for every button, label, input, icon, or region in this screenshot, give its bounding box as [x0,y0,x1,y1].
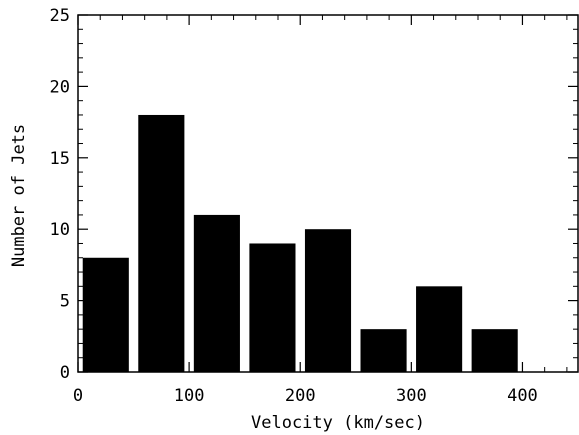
x-tick-label: 100 [174,386,205,406]
bar-5 [360,329,407,372]
y-axis-label: Number of Jets [9,124,29,267]
bar-1 [138,114,185,373]
bar-6 [416,286,463,372]
bar-0 [82,257,129,372]
y-tick-label: 20 [50,77,70,97]
x-axis-label: Velocity (km/sec) [251,413,425,433]
tick-labels-group: 0 100 200 300 400 0 5 10 15 20 25 [50,6,538,406]
bar-4 [304,229,352,372]
bar-7 [471,329,518,372]
bar-2 [193,214,240,372]
bar-3 [249,243,296,372]
y-tick-label: 25 [50,6,70,26]
bars-group [82,114,518,373]
x-tick-label: 0 [73,386,83,406]
y-tick-label: 15 [50,149,70,169]
x-tick-label: 300 [396,386,427,406]
y-tick-label: 5 [60,292,70,312]
x-tick-label: 400 [507,386,538,406]
x-tick-label: 200 [285,386,316,406]
y-tick-label: 10 [50,220,70,240]
plot-frame [77,14,579,373]
y-tick-label: 0 [60,363,70,383]
